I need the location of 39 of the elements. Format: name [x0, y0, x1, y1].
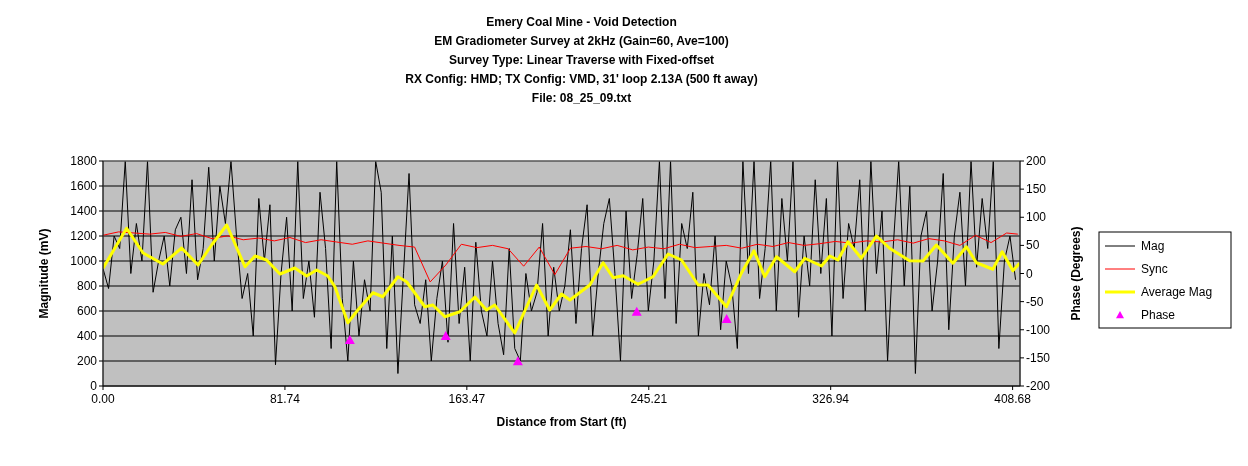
y2-tick-label: 100 [1026, 210, 1047, 225]
y-tick-label: 1600 [70, 179, 98, 193]
y2-axis-title: Phase (Degrees) [1069, 226, 1083, 321]
x-tick-label: 0.00 [91, 392, 115, 406]
point [440, 330, 451, 340]
y-tick-label: 1000 [70, 254, 98, 268]
x-tick-label: 408.68 [994, 392, 1032, 406]
y-tick-label: 600 [76, 304, 98, 318]
legend-label: Sync [1141, 262, 1168, 276]
y-tick-label: 800 [76, 279, 98, 293]
y2-tick-label: -50 [1026, 294, 1044, 309]
legend-label: Phase [1141, 308, 1176, 322]
y-tick-label: 1200 [70, 229, 98, 243]
y2-tick-label: 200 [1026, 154, 1047, 168]
y2-tick-label: 150 [1026, 182, 1047, 197]
y-axis-title: Magnitude (mV) [37, 228, 51, 319]
y-tick-label: 1800 [70, 154, 98, 168]
x-tick-label: 245.21 [630, 392, 668, 406]
point [344, 334, 355, 344]
point [721, 314, 732, 324]
x-tick-label: 163.47 [448, 392, 486, 406]
y-tick-label: 400 [76, 329, 98, 343]
point [631, 306, 642, 316]
y2-tick-label: -100 [1026, 322, 1051, 337]
y-tick-label: 0 [90, 379, 98, 393]
y2-tick-label: -150 [1026, 350, 1051, 365]
x-tick-label: 326.94 [812, 392, 850, 406]
x-axis-title: Distance from Start (ft) [496, 415, 627, 429]
y-tick-label: 1400 [70, 204, 98, 218]
y-tick-label: 200 [76, 354, 98, 368]
y2-tick-label: 0 [1026, 266, 1033, 281]
y2-tick-label: -200 [1026, 379, 1051, 393]
chart-title: Emery Coal Mine - Void Detection [486, 15, 677, 29]
chart-subtitle: EM Gradiometer Survey at 2kHz (Gain=60, Ave=100) Survey Type: Linear Traverse with Fixed-offset RX Config: HMD; TX Config: VMD, 31' loop 2.13A (500 ft away) File: 08_25_09.txt [405, 34, 758, 105]
legend-label: Mag [1141, 239, 1165, 253]
y2-tick-label: 50 [1026, 238, 1040, 253]
legend-label: Average Mag [1141, 285, 1213, 299]
point [512, 356, 523, 366]
x-tick-label: 81.74 [269, 392, 301, 406]
